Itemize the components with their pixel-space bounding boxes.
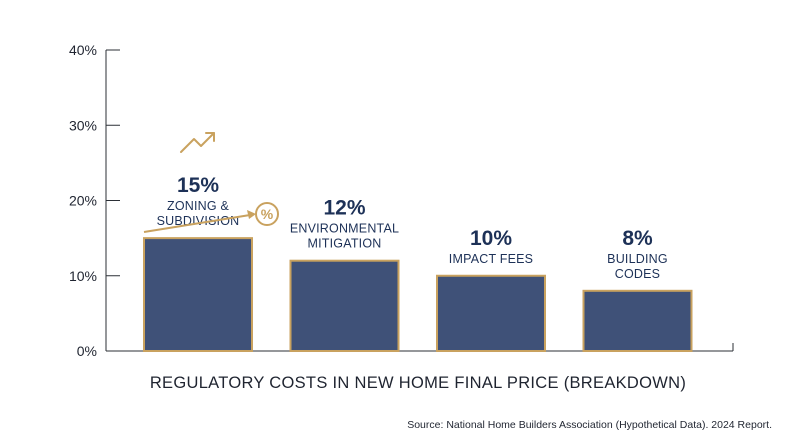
category-label: BUILDING bbox=[607, 252, 668, 266]
value-labels: 15% 12% 10% 8% bbox=[177, 174, 653, 250]
value-label: 12% bbox=[323, 197, 365, 220]
y-tick-label: 0% bbox=[77, 343, 97, 359]
bar bbox=[289, 259, 400, 353]
bars bbox=[143, 237, 693, 353]
bar bbox=[436, 274, 546, 352]
y-tick-label: 10% bbox=[69, 268, 97, 284]
source-note: Source: National Home Builders Associati… bbox=[407, 419, 772, 431]
value-label: 8% bbox=[622, 227, 653, 250]
category-label: ZONING & bbox=[167, 199, 229, 213]
y-tick-label: 20% bbox=[69, 193, 97, 209]
svg-text:%: % bbox=[261, 206, 274, 222]
category-labels: ZONING &SUBDIVISION ENVIRONMENTALMITIGATI… bbox=[157, 199, 668, 281]
x-axis-title: REGULATORY COSTS IN NEW HOME FINAL PRICE… bbox=[150, 374, 686, 392]
category-label: ENVIRONMENTAL bbox=[290, 222, 399, 236]
category-label: SUBDIVISION bbox=[157, 214, 240, 228]
trend-up-arrow-icon bbox=[180, 132, 215, 153]
category-label: CODES bbox=[615, 267, 660, 281]
bar bbox=[582, 289, 693, 352]
bar bbox=[143, 237, 253, 352]
percent-circle-icon: % bbox=[143, 202, 279, 233]
y-tick-label: 30% bbox=[69, 117, 97, 133]
value-label: 15% bbox=[177, 174, 219, 197]
category-label: IMPACT FEES bbox=[449, 252, 533, 266]
category-label: MITIGATION bbox=[308, 237, 382, 251]
y-tick-label: 40% bbox=[69, 42, 97, 58]
value-label: 10% bbox=[470, 227, 512, 250]
